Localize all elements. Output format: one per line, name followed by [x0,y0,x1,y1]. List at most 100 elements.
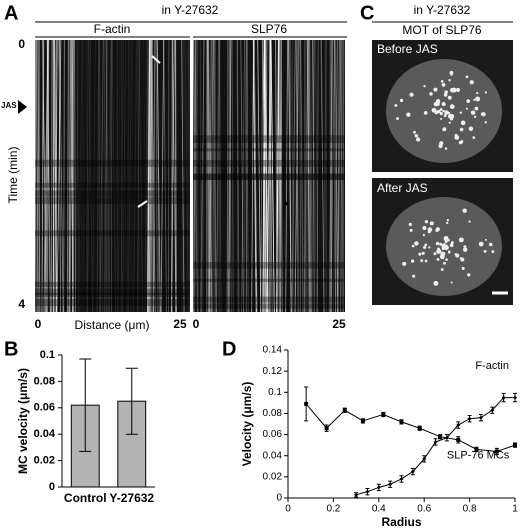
x-tick: 0 [193,317,200,331]
y-tick-label: 0.1 [268,387,282,398]
kymo-streak [212,39,215,313]
cluster [436,257,440,261]
kymographs: * [34,39,346,313]
kymo-streak [334,39,339,313]
kymo-streak [330,39,336,313]
error-bar [79,358,92,452]
marker [456,423,461,428]
kymo-streak [181,39,184,313]
kymo-streak [136,39,141,313]
y-tick-label: 0.04 [263,450,283,461]
kymo-streak [118,39,121,313]
kymo-streak [315,39,319,313]
kymo-streak [309,39,312,313]
cluster [439,111,443,116]
kymo-streak [42,39,47,313]
cluster [463,245,467,249]
kymo-streak [77,39,83,313]
kymo-streak [193,39,197,313]
kymo-streak [151,39,156,313]
cluster [449,70,454,75]
panel-label: B [4,338,18,360]
kymo-band [35,197,190,205]
kymo-streak [35,39,39,313]
kymo-streak [334,39,336,313]
kymo-streak [69,39,74,313]
kymo-streak [207,39,211,313]
cluster [410,259,415,263]
kymo-streak [46,39,52,313]
x-tick-label: Y-27632 [109,491,154,505]
marker [365,489,370,494]
panel-label: C [360,2,374,24]
kymo-streak [92,39,96,313]
marker [304,401,309,406]
kymo-streak [58,39,61,313]
kymo-streak [209,39,212,313]
marker [388,482,393,487]
image-label: After JAS [377,181,428,195]
cluster [484,121,487,124]
cluster [394,103,398,107]
kymo-streak [299,39,305,313]
y-tick-label: 0 [49,481,55,493]
kymo-streak [214,39,217,313]
kymo-streak [237,39,240,313]
cluster [478,241,484,247]
cluster [455,253,460,258]
kymo-streak [41,39,45,313]
cluster [448,79,451,82]
kymo-streak [34,39,37,313]
marker [513,443,517,448]
cluster [422,233,426,237]
series-label: SLP-76 MCs [447,450,510,462]
x-tick-label: 0 [285,504,291,515]
kymo-streak [72,39,75,313]
cluster [465,75,469,79]
error-bar [125,367,138,435]
cell-images [372,40,513,305]
cluster [423,245,427,249]
arrow [137,200,148,208]
kymo-streak [138,39,144,313]
kymo-streak [212,39,217,313]
kymo-streak [63,39,65,313]
panel-title: in Y-27632 [162,3,219,17]
cluster [440,117,443,120]
cluster [484,91,487,94]
kymo-streak [246,39,249,313]
kymo-band [35,182,190,188]
kymo-streak [104,39,109,313]
kymo-streak [188,39,190,313]
kymo-streak [183,39,186,313]
kymo-streak [68,39,70,313]
cluster [461,266,465,270]
kymo-streak [171,39,174,313]
kymo-streak [246,39,248,313]
kymo-band [193,278,345,282]
y-tick-label: 0.08 [263,408,283,419]
marker [342,408,347,413]
kymo-streak [101,39,106,313]
cluster [450,73,453,76]
kymo-streak [308,39,312,313]
kymo-band [35,299,190,307]
cluster [476,92,479,95]
kymo-streak [53,39,57,313]
cluster [433,87,438,92]
kymo-streak [236,39,239,313]
y-tick-label: 0.12 [263,366,283,377]
arrow [151,55,161,64]
cluster [442,127,447,132]
kymo-streak [122,39,127,313]
kymo-streak [136,39,140,313]
cluster [462,208,467,213]
kymo-streak [98,39,101,313]
kymo-streak [43,39,49,313]
kymo-streak [257,39,262,313]
kymo-streak [105,39,110,313]
kymo-streak [335,39,338,313]
kymo-streak [104,39,108,313]
kymo-streak [300,39,304,313]
kymo-streak [156,39,161,313]
